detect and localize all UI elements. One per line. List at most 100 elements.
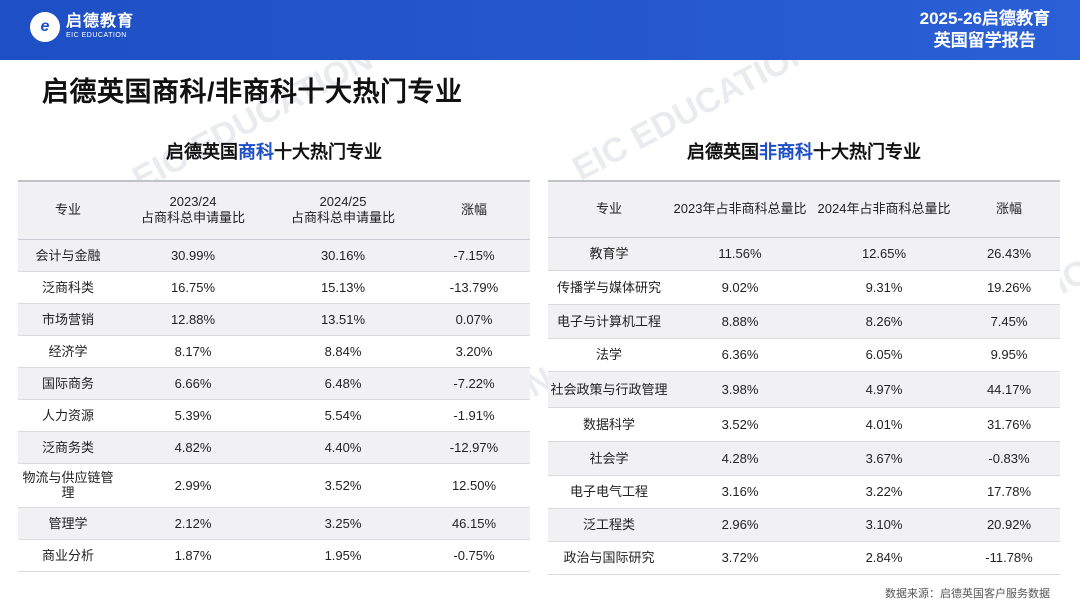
cell-major: 社会政策与行政管理	[548, 371, 670, 408]
cell-y2: 9.31%	[810, 270, 958, 305]
data-source-note: 数据来源：启德英国客户服务数据	[885, 588, 1050, 600]
cell-y1: 3.98%	[670, 371, 810, 408]
cell-major: 经济学	[18, 335, 118, 368]
cell-major: 电子与计算机工程	[548, 304, 670, 339]
report-title: 2025-26启德教育 英国留学报告	[920, 8, 1050, 52]
table-row: 社会学 4.28% 3.67% -0.83%	[548, 441, 1060, 476]
col-header-2024: 2024年占非商科总量比	[810, 180, 958, 238]
col-header-2024: 2024/25 占商科总申请量比	[268, 180, 418, 240]
cell-major: 政治与国际研究	[548, 541, 670, 575]
cell-major: 法学	[548, 338, 670, 372]
table-row: 电子电气工程 3.16% 3.22% 17.78%	[548, 475, 1060, 509]
cell-y2: 3.25%	[268, 507, 418, 540]
cell-y2: 6.05%	[810, 338, 958, 372]
cell-y2: 4.97%	[810, 371, 958, 408]
col-header-change: 涨幅	[418, 180, 530, 240]
cell-change: 44.17%	[958, 371, 1060, 408]
col-header-major: 专业	[548, 180, 670, 238]
cell-major: 泛商务类	[18, 431, 118, 464]
cell-major: 物流与供应链管理	[18, 463, 118, 508]
cell-major: 电子电气工程	[548, 475, 670, 509]
cell-y2: 3.67%	[810, 441, 958, 476]
cell-change: 12.50%	[418, 463, 530, 508]
table-row: 教育学 11.56% 12.65% 26.43%	[548, 237, 1060, 271]
table-row: 泛商科类 16.75% 15.13% -13.79%	[18, 271, 530, 304]
table-row: 政治与国际研究 3.72% 2.84% -11.78%	[548, 541, 1060, 575]
cell-major: 教育学	[548, 237, 670, 271]
report-title-line2: 英国留学报告	[933, 31, 1036, 50]
cell-y1: 3.52%	[670, 407, 810, 442]
cell-y2: 3.52%	[268, 463, 418, 508]
cell-change: -12.97%	[418, 431, 530, 464]
cell-change: -0.83%	[958, 441, 1060, 476]
cell-y1: 2.96%	[670, 508, 810, 542]
logo-cn-text: 启德教育	[66, 13, 135, 30]
col-header-2024-desc: 占商科总申请量比	[290, 210, 395, 226]
logo-en-text: EIC EDUCATION	[66, 32, 127, 39]
cell-y1: 2.99%	[118, 463, 268, 508]
col-header-2023: 2023年占非商科总量比	[670, 180, 810, 238]
cell-y2: 8.84%	[268, 335, 418, 368]
cell-major: 国际商务	[18, 367, 118, 400]
cell-major: 会计与金融	[18, 239, 118, 272]
cell-y1: 16.75%	[118, 271, 268, 304]
cell-change: 26.43%	[958, 237, 1060, 271]
cell-y2: 3.10%	[810, 508, 958, 542]
cell-y1: 12.88%	[118, 303, 268, 336]
cell-y1: 6.66%	[118, 367, 268, 400]
cell-change: 19.26%	[958, 270, 1060, 305]
cell-major: 泛工程类	[548, 508, 670, 542]
col-header-2023-year: 2023/24	[169, 194, 217, 210]
table-row: 商业分析 1.87% 1.95% -0.75%	[18, 539, 530, 572]
table-row: 物流与供应链管理 2.99% 3.52% 12.50%	[18, 463, 530, 508]
table-row: 电子与计算机工程 8.88% 8.26% 7.45%	[548, 304, 1060, 339]
cell-change: -7.15%	[418, 239, 530, 272]
table-row: 人力资源 5.39% 5.54% -1.91%	[18, 399, 530, 432]
cell-y2: 6.48%	[268, 367, 418, 400]
cell-y2: 30.16%	[268, 239, 418, 272]
cell-y1: 11.56%	[670, 237, 810, 271]
table-row: 会计与金融 30.99% 30.16% -7.15%	[18, 239, 530, 272]
cell-y1: 8.17%	[118, 335, 268, 368]
cell-y1: 3.72%	[670, 541, 810, 575]
cell-major: 泛商科类	[18, 271, 118, 304]
cell-y2: 15.13%	[268, 271, 418, 304]
table-row: 法学 6.36% 6.05% 9.95%	[548, 338, 1060, 372]
col-header-2023-desc: 占商科总申请量比	[140, 210, 245, 226]
cell-y1: 4.82%	[118, 431, 268, 464]
cell-change: -13.79%	[418, 271, 530, 304]
cell-y2: 8.26%	[810, 304, 958, 339]
cell-y1: 8.88%	[670, 304, 810, 339]
cell-change: 9.95%	[958, 338, 1060, 372]
heading-prefix: 启德英国	[166, 142, 238, 162]
cell-y1: 2.12%	[118, 507, 268, 540]
page-title: 启德英国商科/非商科十大热门专业	[42, 77, 463, 107]
cell-change: 31.76%	[958, 407, 1060, 442]
cell-major: 商业分析	[18, 539, 118, 572]
cell-major: 数据科学	[548, 407, 670, 442]
cell-change: -11.78%	[958, 541, 1060, 575]
cell-major: 传播学与媒体研究	[548, 270, 670, 305]
table-row: 市场营销 12.88% 13.51% 0.07%	[18, 303, 530, 336]
cell-y1: 1.87%	[118, 539, 268, 572]
table-row: 泛工程类 2.96% 3.10% 20.92%	[548, 508, 1060, 542]
brand-logo: e 启德教育 EIC EDUCATION	[30, 12, 134, 42]
cell-y1: 30.99%	[118, 239, 268, 272]
cell-change: -7.22%	[418, 367, 530, 400]
cell-y2: 1.95%	[268, 539, 418, 572]
table-row: 国际商务 6.66% 6.48% -7.22%	[18, 367, 530, 400]
business-heading: 启德英国商科十大热门专业	[18, 138, 530, 164]
nonbusiness-panel: 启德英国非商科十大热门专业 专业 2023年占非商科总量比 2024年占非商科总…	[548, 128, 1060, 580]
nonbusiness-table: 专业 2023年占非商科总量比 2024年占非商科总量比 涨幅 教育学 11.56…	[548, 180, 1060, 575]
heading-highlight: 非商科	[759, 142, 813, 162]
cell-change: 46.15%	[418, 507, 530, 540]
cell-major: 人力资源	[18, 399, 118, 432]
col-header-2023: 2023/24 占商科总申请量比	[118, 180, 268, 240]
cell-major: 管理学	[18, 507, 118, 540]
table-row: 社会政策与行政管理 3.98% 4.97% 44.17%	[548, 371, 1060, 408]
cell-y1: 9.02%	[670, 270, 810, 305]
business-table: 专业 2023/24 占商科总申请量比 2024/25 占商科总申请量比 涨幅 会计…	[18, 180, 530, 572]
cell-major: 市场营销	[18, 303, 118, 336]
table-row: 经济学 8.17% 8.84% 3.20%	[18, 335, 530, 368]
cell-y1: 4.28%	[670, 441, 810, 476]
